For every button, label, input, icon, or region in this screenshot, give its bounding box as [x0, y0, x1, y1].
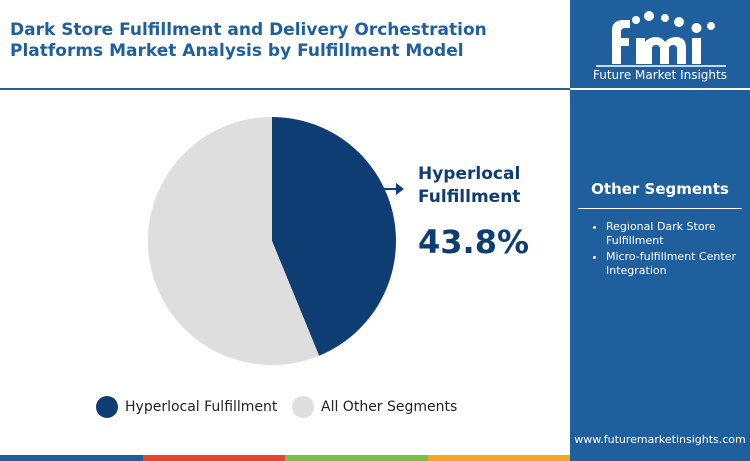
- main-panel: Dark Store Fulfillment and Delivery Orch…: [0, 20, 570, 461]
- legend-label-hyperlocal: Hyperlocal Fulfillment: [125, 399, 278, 415]
- callout-value: 43.8%: [418, 223, 530, 261]
- bottom-bar-segment-1: [0, 455, 143, 461]
- other-segment-item: Regional Dark Store Fulfillment: [606, 220, 750, 248]
- pie-slices: [147, 117, 396, 366]
- legend-item-hyperlocal: Hyperlocal Fulfillment: [96, 396, 277, 418]
- legend-swatch-other: [292, 396, 314, 418]
- other-segments-divider: [578, 208, 742, 209]
- bottom-bar-segment-4: [427, 455, 570, 461]
- pie-slice-hyperlocal: [272, 117, 396, 356]
- pie-chart: [147, 117, 404, 366]
- sidebar-divider: [570, 88, 750, 90]
- legend-label-other: All Other Segments: [321, 399, 458, 415]
- brand-tagline: Future Market Insights: [592, 68, 727, 82]
- website-link[interactable]: www.futuremarketinsights.com: [574, 433, 746, 446]
- bottom-bar-segment-3: [285, 455, 428, 461]
- callout-label: Hyperlocal Fulfillment: [418, 164, 521, 207]
- page-title: Dark Store Fulfillment and Delivery Orch…: [10, 20, 487, 61]
- bottom-bar-segment-2: [142, 455, 285, 461]
- pie-slice-other: [147, 117, 320, 366]
- callout-arrow-icon: [384, 183, 404, 195]
- other-segments-list: Regional Dark Store Fulfillment Micro-fu…: [586, 220, 750, 280]
- bottom-color-bar: [0, 455, 570, 461]
- legend-item-other: All Other Segments: [292, 396, 457, 418]
- sidebar: Future Market Insights Other Segments Re…: [570, 0, 750, 461]
- other-segments-title: Other Segments: [591, 180, 729, 198]
- legend-swatch-hyperlocal: [96, 396, 118, 418]
- fmi-logo-icon: [596, 11, 726, 67]
- title-divider: [0, 88, 570, 90]
- other-segment-item: Micro-fulfillment Center Integration: [606, 250, 750, 278]
